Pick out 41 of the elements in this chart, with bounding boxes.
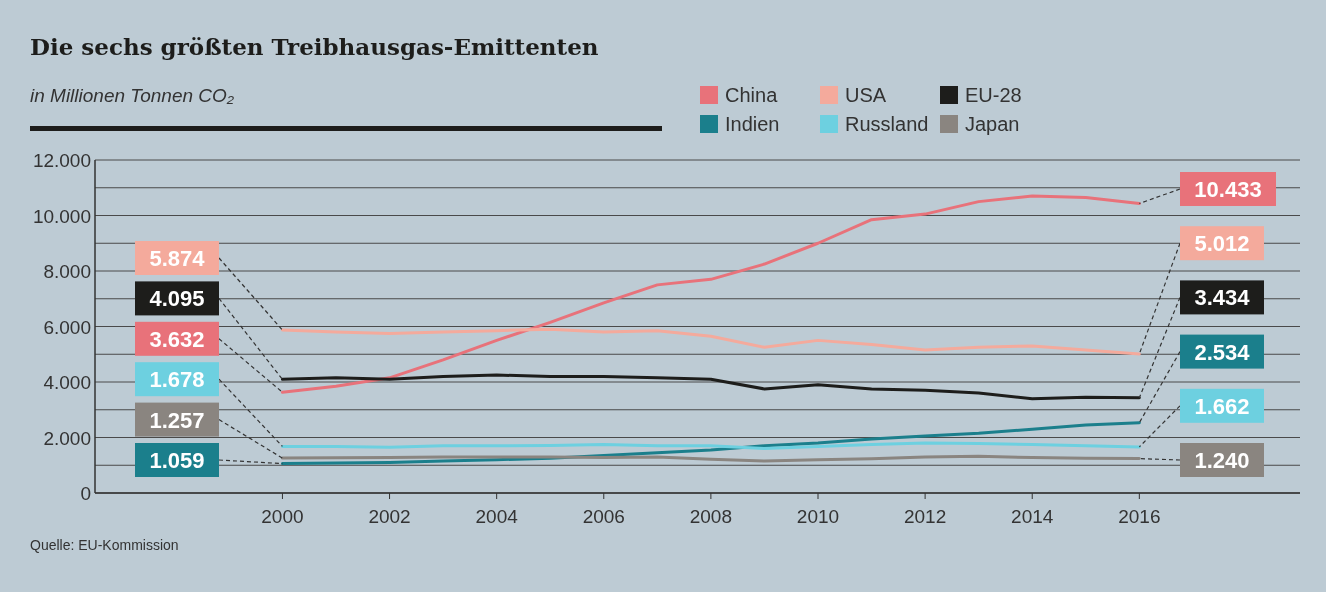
y-tick-label: 4.000 [43,372,91,393]
line-series [280,373,1141,401]
x-tick-label: 2014 [1011,506,1054,527]
data-label: 3.632 [149,326,205,352]
data-label: 1.059 [149,448,205,473]
data-label: 4.095 [149,286,205,312]
x-tick-label: 2006 [582,506,625,527]
data-label: 1.257 [149,407,205,433]
chart-title: Die sechs größten Treibhausgas-Emittenten [30,33,599,60]
data-label: 1.240 [1194,448,1250,473]
data-label: 1.662 [1194,393,1250,419]
y-tick-label: 8.000 [43,261,91,282]
x-tick-label: 2012 [903,506,947,527]
x-tick-label: 2000 [261,506,304,527]
data-label: 10.433 [1194,177,1262,202]
data-label: 3.434 [1194,285,1251,311]
chart-subtitle: in Millionen Tonnen CO₂ [30,85,235,106]
data-label: 2.534 [1194,339,1251,365]
legend-label: USA [845,84,887,106]
line-series [280,327,1141,356]
legend-label: Indien [725,113,780,135]
source-note: Quelle: EU-Kommission [30,537,179,553]
y-tick-label: 0 [80,483,91,504]
y-tick-label: 6.000 [43,316,91,338]
legend-label: Japan [965,113,1020,135]
x-tick-label: 2010 [796,506,840,527]
x-tick-label: 2002 [368,506,411,527]
line-series [280,421,1141,466]
x-tick-label: 2004 [475,506,519,527]
y-tick-label: 12.000 [32,150,91,171]
legend-label: China [725,84,779,106]
y-tick-label: 2.000 [43,427,91,449]
legend-label: EU-28 [965,84,1022,106]
x-tick-label: 2008 [689,506,733,527]
data-label: 5.874 [149,246,206,271]
line-series [280,194,1141,394]
x-tick-label: 2016 [1118,506,1161,527]
data-label: 5.012 [1194,231,1250,257]
y-tick-label: 10.000 [32,205,91,227]
data-label: 1.678 [149,367,205,393]
legend-label: Russland [845,113,929,135]
